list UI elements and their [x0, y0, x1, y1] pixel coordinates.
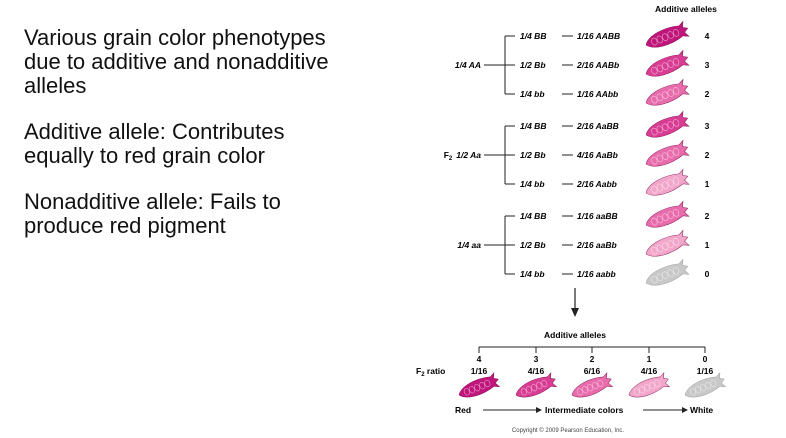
grain-icon [568, 371, 615, 403]
row-left-genotype: 1/2 Bb [520, 60, 546, 70]
ratio-value: 4/16 [641, 366, 658, 376]
row-right-genotype: 2/16 AaBB [576, 121, 619, 131]
grain-icon [642, 200, 692, 233]
scale-arrow-right [682, 407, 688, 413]
grain-icon [642, 110, 692, 143]
ratio-column: 2 6/16 [568, 347, 615, 403]
grain-icon [642, 49, 692, 82]
row-allele-count: 4 [705, 31, 710, 41]
grain-icon [625, 371, 672, 403]
scale-arrow-left [536, 407, 542, 413]
ratio-column: 0 1/16 [681, 347, 728, 403]
grain-icon [512, 371, 559, 403]
grain-icon [681, 371, 728, 403]
row-left-genotype: 1/4 BB [520, 31, 546, 41]
grain-icon [455, 371, 502, 403]
group-label-text: 1/2 Aa [456, 150, 481, 160]
genotype-row: 1/2 Bb 2/16 AABb 3 [505, 49, 710, 82]
row-allele-count: 0 [705, 269, 710, 279]
ratio-label-sub: 2 [421, 372, 425, 378]
row-right-genotype: 1/16 AABB [577, 31, 620, 41]
row-right-genotype: 2/16 Aabb [576, 179, 617, 189]
genotype-groups: 1/4 AA1/4 BB 1/16 AABB 41/2 Bb 2/16 AABb 31/… [444, 20, 710, 291]
group-1: 1/4 AA1/4 BB 1/16 AABB 41/2 Bb 2/16 AABb 31/… [455, 20, 710, 111]
ratio-value: 1/16 [471, 366, 488, 376]
ratio-allele-count: 0 [703, 354, 708, 364]
row-right-genotype: 1/16 aabb [577, 269, 616, 279]
genotype-row: 1/4 BB 2/16 AaBB 3 [505, 110, 710, 143]
ratio-additive-header: Additive alleles [544, 330, 606, 340]
ratio-value: 4/16 [528, 366, 545, 376]
row-left-genotype: 1/4 bb [520, 269, 545, 279]
ratio-value: 1/16 [697, 366, 714, 376]
group-label: 1/4 AA [455, 60, 481, 70]
scale-intermediate-label: Intermediate colors [545, 405, 624, 415]
grain-icon [642, 168, 692, 201]
ratio-column: 4 1/16 [455, 347, 502, 403]
genotype-row: 1/4 bb 1/16 AAbb 2 [505, 78, 710, 111]
group-label: F2 1/2 Aa [444, 150, 482, 162]
row-allele-count: 2 [705, 211, 710, 221]
f2-prefix: F [444, 150, 449, 160]
row-right-genotype: 4/16 AaBb [576, 150, 618, 160]
group-label: 1/4 aa [457, 240, 481, 250]
ratio-allele-count: 2 [590, 354, 595, 364]
copyright-text: Copyright © 2009 Pearson Education, Inc. [512, 427, 624, 434]
row-left-genotype: 1/4 bb [520, 179, 545, 189]
row-right-genotype: 2/16 AABb [576, 60, 619, 70]
genotype-row: 1/4 BB 1/16 AABB 4 [505, 20, 710, 53]
ratio-column: 3 4/16 [512, 347, 559, 403]
group-2: F2 1/2 Aa1/4 BB 2/16 AaBB 31/2 Bb 4/16 AaBb 2… [444, 110, 710, 201]
grain-icon [642, 139, 692, 172]
row-allele-count: 1 [705, 240, 710, 250]
ratio-column: 1 4/16 [625, 347, 672, 403]
row-right-genotype: 2/16 aaBb [576, 240, 617, 250]
scale-red-label: Red [455, 405, 471, 415]
grain-icon [642, 258, 692, 291]
grain-icon [642, 229, 692, 262]
genotype-row: 1/4 BB 1/16 aaBB 2 [505, 200, 710, 233]
grain-icon [642, 78, 692, 111]
row-left-genotype: 1/2 Bb [520, 150, 546, 160]
genotype-row: 1/4 bb 1/16 aabb 0 [505, 258, 710, 291]
row-allele-count: 3 [705, 121, 710, 131]
ratio-allele-count: 4 [477, 354, 482, 364]
row-allele-count: 2 [705, 150, 710, 160]
ratio-label: F2 ratio [416, 366, 445, 378]
genotype-row: 1/2 Bb 4/16 AaBb 2 [505, 139, 710, 172]
ratio-value: 6/16 [584, 366, 601, 376]
row-right-genotype: 1/16 AAbb [577, 89, 618, 99]
scale-white-label: White [690, 405, 713, 415]
row-left-genotype: 1/4 bb [520, 89, 545, 99]
ratio-allele-count: 1 [647, 354, 652, 364]
ratio-label-f: F [416, 366, 421, 376]
additive-alleles-header: Additive alleles [655, 4, 717, 14]
row-allele-count: 2 [705, 89, 710, 99]
row-left-genotype: 1/4 BB [520, 121, 546, 131]
text-additive: Additive allele: Contributes equally to … [24, 119, 285, 168]
genotype-row: 1/2 Bb 2/16 aaBb 1 [505, 229, 710, 262]
genotype-row: 1/4 bb 2/16 Aabb 1 [505, 168, 710, 201]
ratio-allele-count: 3 [534, 354, 539, 364]
f2-sub: 2 [449, 156, 453, 162]
row-allele-count: 1 [705, 179, 710, 189]
explanation-text: Various grain color phenotypes due to ad… [24, 26, 354, 260]
down-arrow-head [571, 308, 579, 317]
grain-icon [642, 20, 692, 53]
row-left-genotype: 1/2 Bb [520, 240, 546, 250]
text-phenotypes: Various grain color phenotypes due to ad… [24, 25, 329, 98]
row-left-genotype: 1/4 BB [520, 211, 546, 221]
group-3: 1/4 aa1/4 BB 1/16 aaBB 21/2 Bb 2/16 aaBb 11/… [457, 200, 710, 291]
row-right-genotype: 1/16 aaBB [577, 211, 618, 221]
f2-ratio-section: Additive alleles F2 ratio 41/1634/1626/1… [416, 330, 728, 403]
text-nonadditive: Nonadditive allele: Fails to produce red… [24, 189, 281, 238]
ratio-label-rest: ratio [425, 366, 446, 376]
row-allele-count: 3 [705, 60, 710, 70]
